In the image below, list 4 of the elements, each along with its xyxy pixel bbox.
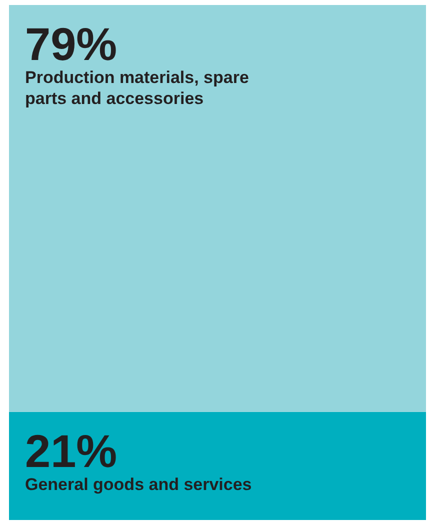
data-label: 21% <box>25 424 118 477</box>
data-label: 79% <box>25 18 118 70</box>
series-label: General goods and services <box>25 474 252 494</box>
series-label: Production materials, spare parts and accessories <box>25 68 249 108</box>
